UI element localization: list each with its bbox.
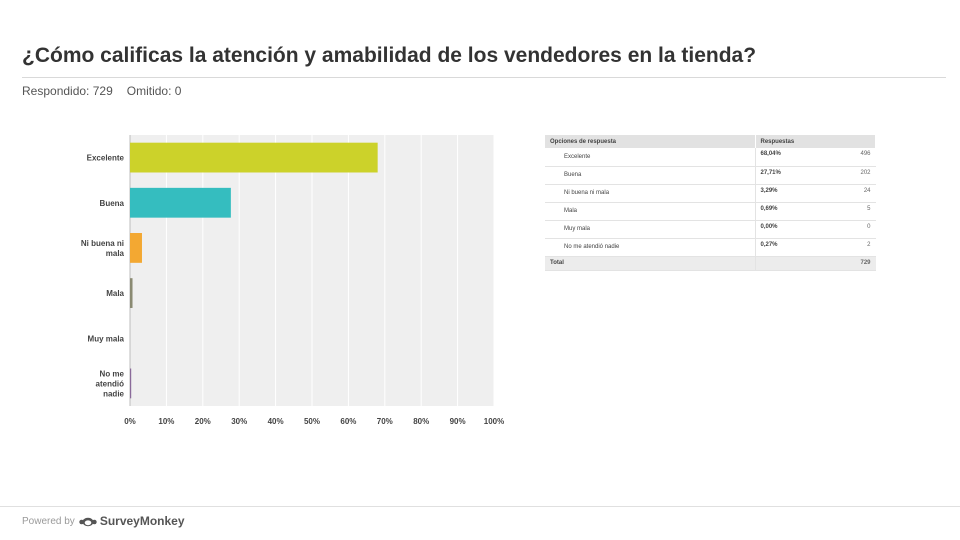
- page-title: ¿Cómo calificas la atención y amabilidad…: [22, 44, 757, 67]
- category-label: Muy mala: [88, 334, 125, 343]
- options-column-header: Opciones de respuesta: [545, 135, 756, 148]
- row-percent: 3,29%: [755, 184, 829, 203]
- table-row: Muy mala 0,00% 0: [545, 220, 876, 239]
- category-label: Excelente: [87, 154, 125, 163]
- row-count: 24: [828, 184, 876, 203]
- row-count: 5: [828, 202, 876, 221]
- row-label: Excelente: [545, 148, 756, 167]
- row-count: 2: [828, 238, 876, 257]
- row-label: Muy mala: [545, 220, 756, 239]
- x-tick-label: 20%: [195, 417, 211, 426]
- total-label: Total: [545, 256, 756, 271]
- bar-chart: 0% 10% 20% 30% 40% 50% 60% 70% 80% 90% 100% Excelen…: [81, 135, 504, 426]
- category-label: Mala: [106, 289, 124, 298]
- answered-count: Respondido: 729: [22, 84, 113, 98]
- category-label: No me atendió nadie: [96, 369, 125, 398]
- table-header-row: Opciones de respuesta Respuestas: [545, 135, 876, 148]
- skipped-count: Omitido: 0: [126, 84, 182, 98]
- table-row: Ni buena ni mala 3,29% 24: [545, 184, 876, 203]
- responses-table: Opciones de respuesta Respuestas Excelen…: [545, 135, 876, 271]
- x-tick-label: 50%: [304, 417, 320, 426]
- bar: [130, 278, 133, 308]
- surveymonkey-logo-icon: [79, 517, 97, 527]
- total-count: 729: [828, 256, 876, 271]
- responses-column-header: Respuestas: [755, 135, 876, 148]
- footer-divider: [0, 506, 960, 507]
- row-label: No me atendió nadie: [545, 238, 756, 257]
- row-percent: 27,71%: [755, 166, 829, 185]
- bar: [130, 187, 231, 218]
- table-row: No me atendió nadie 0,27% 2: [545, 238, 876, 257]
- row-percent: 68,04%: [755, 148, 829, 167]
- table-total-row: Total 729: [545, 256, 876, 271]
- powered-by-text: Powered by: [22, 515, 75, 527]
- x-tick-label: 10%: [158, 417, 174, 426]
- row-count: 496: [828, 148, 876, 167]
- surveymonkey-brand: SurveyMonkey: [99, 514, 185, 528]
- row-percent: 0,27%: [755, 238, 829, 257]
- category-label: Ni buena ni mala: [81, 239, 125, 258]
- x-tick-label: 40%: [268, 417, 284, 426]
- x-tick-label: 0%: [124, 417, 136, 426]
- row-percent: 0,00%: [755, 220, 829, 239]
- row-label: Ni buena ni mala: [545, 184, 756, 203]
- total-spacer: [755, 256, 829, 271]
- row-count: 0: [828, 220, 876, 239]
- footer: Powered by SurveyMonkey: [22, 514, 185, 528]
- category-label: Buena: [100, 199, 125, 208]
- table-row: Buena 27,71% 202: [545, 166, 876, 185]
- bar: [130, 233, 142, 263]
- x-tick-label: 60%: [340, 417, 356, 426]
- row-count: 202: [828, 166, 876, 185]
- row-label: Mala: [545, 202, 756, 221]
- x-tick-label: 80%: [413, 417, 429, 426]
- x-tick-label: 100%: [484, 417, 504, 426]
- x-tick-label: 70%: [377, 417, 393, 426]
- response-stats: Respondido: 729 Omitido: 0: [22, 84, 181, 98]
- bar: [130, 142, 378, 173]
- table-row: Excelente 68,04% 496: [545, 148, 876, 167]
- title-divider: [22, 77, 946, 78]
- x-tick-label: 90%: [450, 417, 466, 426]
- table-row: Mala 0,69% 5: [545, 202, 876, 221]
- row-label: Buena: [545, 166, 756, 185]
- row-percent: 0,69%: [755, 202, 829, 221]
- bar: [130, 368, 132, 399]
- x-tick-label: 30%: [231, 417, 247, 426]
